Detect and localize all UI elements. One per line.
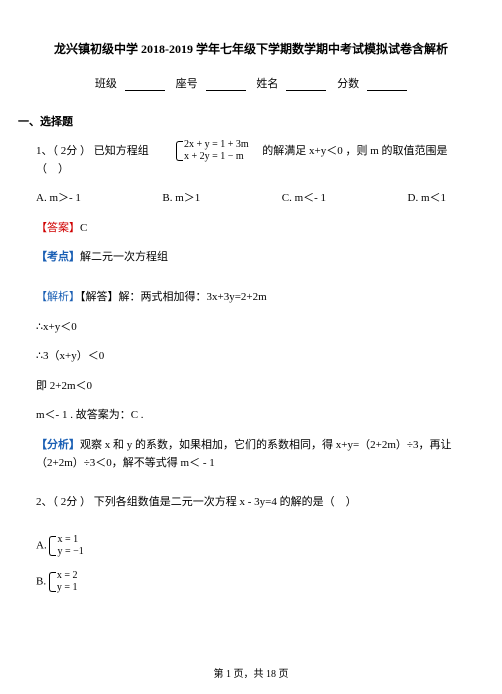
q2-opt-b-label: B. xyxy=(36,575,46,587)
score-blank xyxy=(367,79,407,91)
kaodian-text: 解二元一次方程组 xyxy=(80,251,168,263)
kaodian-label: 【考点】 xyxy=(36,251,80,263)
q2-opt-a: A. x = 1 y = −1 xyxy=(36,534,466,558)
field-row: 班级 座号 姓名 分数 xyxy=(36,75,466,91)
q1-prefix: 1、（ 2分 ） 已知方程组 xyxy=(36,145,149,157)
q1-step2: ∴3（x+y）＜0 xyxy=(36,348,466,366)
score-label: 分数 xyxy=(337,78,359,90)
q2-a-l1: x = 1 xyxy=(57,534,83,546)
q1-opt-b: B. m＞1 xyxy=(162,190,200,208)
fenxi-text: 观察 x 和 y 的系数，如果相加，它们的系数相同，得 x+y=（2+2m）÷3… xyxy=(36,439,451,469)
q1-system: 2x + y = 1 + 3m x + 2y = 1 − m xyxy=(176,139,249,163)
q1-answer-row: 【答案】C xyxy=(36,220,466,238)
seat-label: 座号 xyxy=(176,78,198,90)
q1-sys-line2: x + 2y = 1 − m xyxy=(184,151,249,163)
name-blank xyxy=(286,79,326,91)
answer-value: C xyxy=(80,222,87,234)
exam-title: 龙兴镇初级中学 2018-2019 学年七年级下学期数学期中考试模拟试卷含解析 xyxy=(36,40,466,57)
fenxi-label: 【分析】 xyxy=(36,439,80,451)
q1-step3: 即 2+2m＜0 xyxy=(36,378,466,396)
q1-options: A. m＞- 1 B. m＞1 C. m＜- 1 D. m＜1 xyxy=(36,190,446,208)
q1-jiexi-row: 【解析】【解答】解：两式相加得：3x+3y=2+2m xyxy=(36,289,466,307)
jieda-text: 【解答】解：两式相加得：3x+3y=2+2m xyxy=(80,291,267,303)
section-heading: 一、选择题 xyxy=(18,113,466,129)
q1-step1: ∴x+y＜0 xyxy=(36,319,466,337)
q1-sys-line1: 2x + y = 1 + 3m xyxy=(184,139,249,151)
q2-b-l2: y = 1 xyxy=(57,582,78,594)
page-footer: 第 1 页，共 18 页 xyxy=(0,665,502,680)
q1-stem: 1、（ 2分 ） 已知方程组 2x + y = 1 + 3m x + 2y = … xyxy=(36,143,466,178)
q2-stem: 2、（ 2分 ） 下列各组数值是二元一次方程 x - 3y=4 的解的是（ ） xyxy=(36,494,466,512)
q2-opt-a-sys: x = 1 y = −1 xyxy=(49,534,83,558)
q1-opt-c: C. m＜- 1 xyxy=(282,190,326,208)
name-label: 姓名 xyxy=(256,78,278,90)
q2-opt-b: B. x = 2 y = 1 xyxy=(36,570,466,594)
q1-opt-d: D. m＜1 xyxy=(408,190,447,208)
q1-step4: m＜- 1 . 故答案为：C . xyxy=(36,407,466,425)
q1-fenxi-row: 【分析】观察 x 和 y 的系数，如果相加，它们的系数相同，得 x+y=（2+2… xyxy=(36,437,466,472)
q2-opt-b-sys: x = 2 y = 1 xyxy=(49,570,78,594)
jiexi-label: 【解析】 xyxy=(36,291,80,303)
class-blank xyxy=(125,79,165,91)
q2-opt-a-label: A. xyxy=(36,539,47,551)
seat-blank xyxy=(206,79,246,91)
class-label: 班级 xyxy=(95,78,117,90)
q1-kaodian-row: 【考点】解二元一次方程组 xyxy=(36,249,466,267)
answer-label: 【答案】 xyxy=(36,222,80,234)
q2-a-l2: y = −1 xyxy=(57,546,83,558)
q1-opt-a: A. m＞- 1 xyxy=(36,190,81,208)
q2-b-l1: x = 2 xyxy=(57,570,78,582)
